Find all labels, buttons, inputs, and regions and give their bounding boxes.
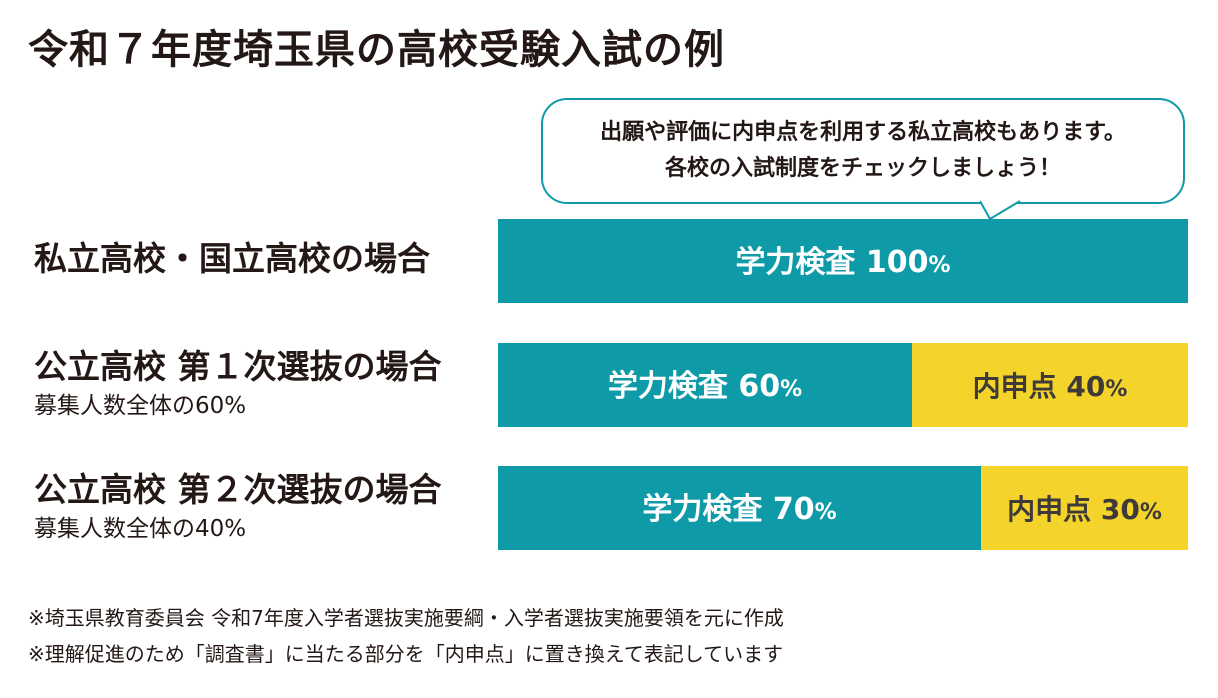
data-label-academic-row-1: 学力検査 100% [735,245,950,280]
bar-naishin-row-2 [912,343,1188,427]
bar-academic-row-3 [498,466,981,550]
row-label-public-1: 公立高校 第１次選抜の場合 募集人数全体の60% [34,344,442,422]
data-label-naishin-row-2: 内申点 40% [973,370,1128,403]
data-label-academic-row-2: 学力検査 60% [608,369,802,404]
bubble-line-2: 各校の入試制度をチェックしましょう！ [664,156,1061,181]
row-label-public-2: 公立高校 第２次選抜の場合 募集人数全体の40% [34,467,442,545]
row-subtitle-public-1: 募集人数全体の60% [34,393,247,419]
row-title-public-1: 公立高校 第１次選抜の場合 [34,347,442,386]
data-label-academic-row-3: 学力検査 70% [642,492,836,527]
speech-bubble: 出願や評価に内申点を利用する私立高校もあります。 各校の入試制度をチェックしまし… [541,98,1185,204]
bubble-tail-icon [980,200,1021,221]
bar-academic-row-1 [498,219,1188,303]
note-source: ※埼玉県教育委員会 令和7年度入学者選抜実施要綱・入学者選抜実施要領を元に作成 [28,606,784,630]
row-title-public-2: 公立高校 第２次選抜の場合 [34,470,442,509]
bubble-line-1: 出願や評価に内申点を利用する私立高校もあります。 [600,120,1126,145]
row-subtitle-public-2: 募集人数全体の40% [34,516,247,542]
row-title-private: 私立高校・国立高校の場合 [34,239,430,278]
page-title: 令和７年度埼玉県の高校受験入試の例 [28,27,725,73]
bar-academic-row-2 [498,343,912,427]
note-terminology: ※理解促進のため「調査書」に当たる部分を「内申点」に置き換えて表記しています [28,642,784,666]
row-label-private: 私立高校・国立高校の場合 [34,236,430,282]
bar-naishin-row-3 [981,466,1188,550]
data-label-naishin-row-3: 内申点 30% [1007,493,1162,526]
